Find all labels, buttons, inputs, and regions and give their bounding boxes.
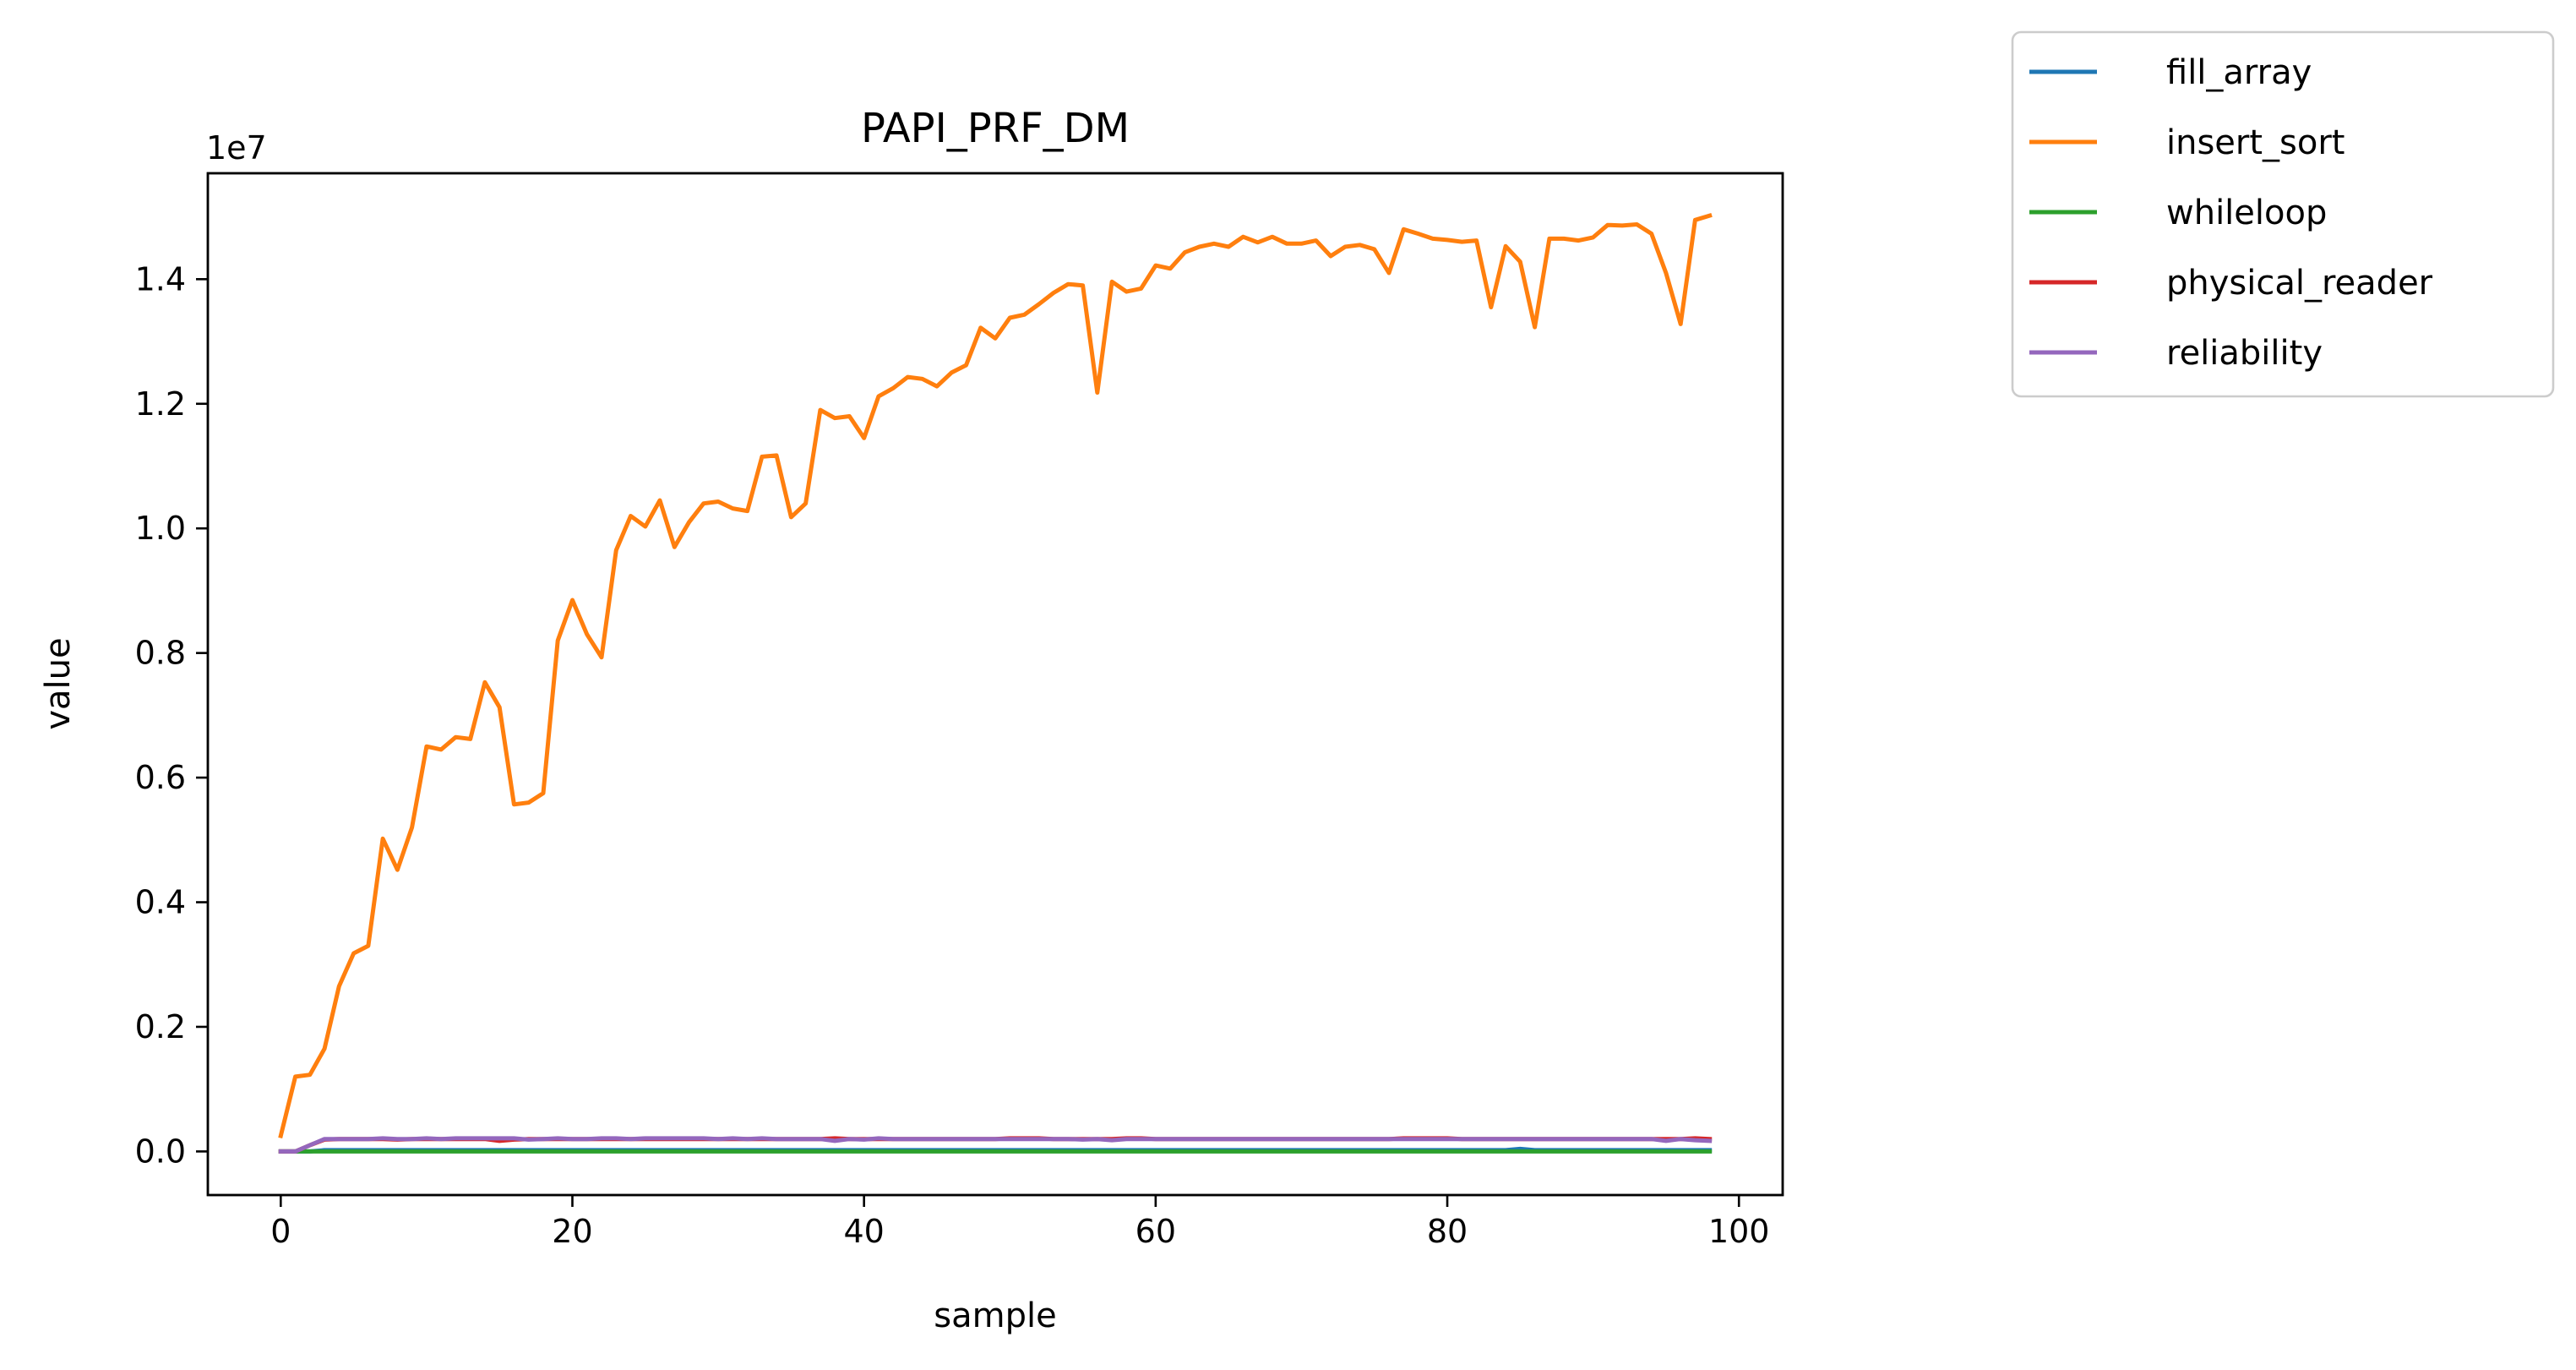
y-tick-label: 0.2	[135, 1008, 186, 1045]
legend-label-insert-sort: insert_sort	[2166, 123, 2345, 162]
legend-label-physical-reader: physical_reader	[2166, 264, 2433, 303]
y-tick-label: 1.2	[135, 385, 186, 423]
legend-box	[2011, 30, 2555, 398]
y-tick-label: 1.0	[135, 510, 186, 547]
x-tick-label: 20	[552, 1213, 592, 1250]
series-layer	[278, 212, 1713, 1154]
y-axis-ticks: 0.0 0.2 0.4 0.6 0.8 1.0 1.2 1.4	[135, 260, 208, 1170]
x-tick-label: 60	[1136, 1213, 1176, 1250]
legend: fill_array insert_sort whileloop physical_r…	[2011, 30, 2555, 398]
x-tick-label: 80	[1427, 1213, 1468, 1250]
legend-label-reliability: reliability	[2166, 334, 2323, 373]
legend-label-whileloop: whileloop	[2166, 194, 2327, 232]
y-tick-label: 0.4	[135, 884, 186, 921]
x-tick-label: 100	[1708, 1213, 1770, 1250]
legend-label-fill-array: fill_array	[2166, 53, 2312, 92]
axes-frame-overlay	[206, 172, 1784, 1197]
x-tick-label: 40	[843, 1213, 884, 1250]
y-tick-label: 1.4	[135, 260, 186, 297]
chart-title: PAPI_PRF_DM	[861, 105, 1130, 152]
y-axis-offset-label: 1e7	[206, 129, 267, 166]
x-axis-ticks: 0 20 40 60 80 100	[270, 1195, 1769, 1250]
axes-frame	[206, 172, 1784, 1197]
plot-area	[206, 172, 1784, 1197]
y-axis-label: value	[39, 637, 78, 729]
series-line-insert-sort	[278, 212, 1713, 1139]
y-tick-label: 0.8	[135, 635, 186, 672]
y-tick-label: 0.6	[135, 759, 186, 796]
series-line-reliability	[278, 1136, 1713, 1154]
x-tick-label: 0	[270, 1213, 291, 1250]
y-tick-label: 0.0	[135, 1133, 186, 1170]
legend-entries: fill_array insert_sort whileloop physical_r…	[2029, 53, 2433, 373]
x-axis-label: sample	[934, 1296, 1056, 1335]
